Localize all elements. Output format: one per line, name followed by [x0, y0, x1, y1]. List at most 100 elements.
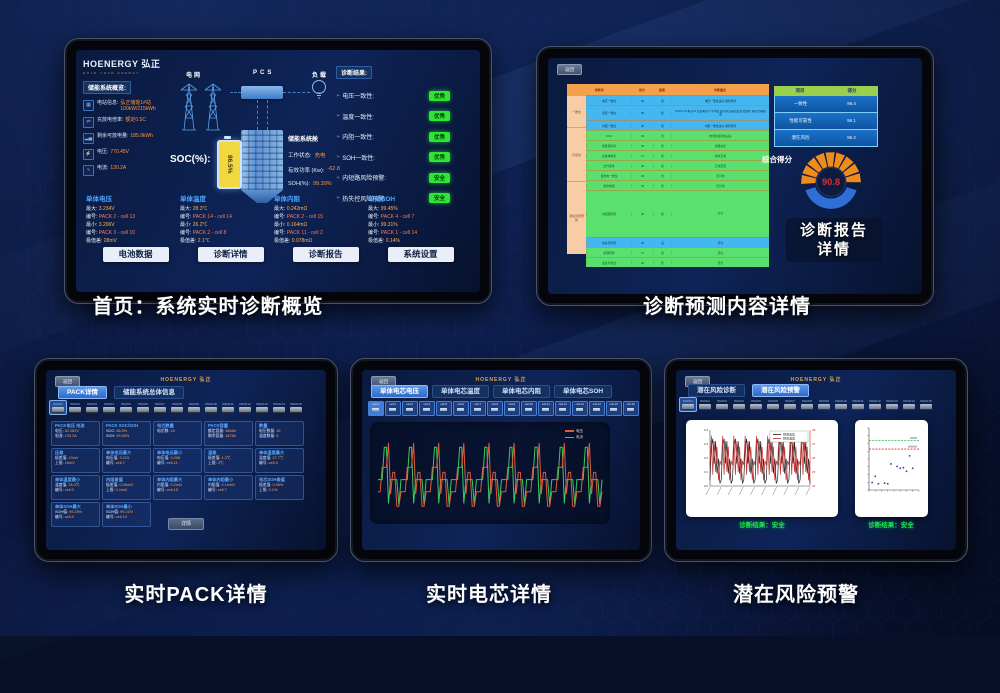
pack-button-PACK11[interactable]: PACK11: [850, 398, 866, 411]
card-title: 单体电压最小: [157, 450, 183, 455]
pack-button-PACK1[interactable]: PACK1: [679, 397, 697, 412]
card-row: 电压值: 3.223: [106, 456, 147, 461]
cell-button-cell-7[interactable]: cell-7: [470, 401, 486, 416]
cell-button-cell-5[interactable]: cell-5: [436, 401, 452, 416]
cell-button-cell-16[interactable]: cell-16: [623, 401, 639, 416]
pack-button-PACK4[interactable]: PACK4: [731, 398, 747, 411]
y-tick-right: 26: [812, 456, 816, 460]
cell-button-cell-12[interactable]: cell-12: [555, 401, 571, 416]
back-button[interactable]: 返回: [557, 64, 582, 75]
card-label: 额定容量:: [208, 429, 226, 433]
pack-icon: [716, 404, 728, 410]
cell-button-cell-8[interactable]: cell-8: [487, 401, 503, 416]
cell-label: cell-12: [558, 402, 567, 406]
risk-tab-0[interactable]: 潜在风险诊断: [688, 384, 745, 397]
pack-button-PACK1[interactable]: PACK1: [49, 400, 67, 415]
pack-button-PACK2[interactable]: PACK2: [697, 398, 713, 411]
cell-metric-tab-0[interactable]: 单体电芯电压: [371, 385, 428, 398]
pack-button-PACK14[interactable]: PACK14: [901, 398, 917, 411]
card-row: 编号: cell-11: [157, 461, 198, 466]
caption-report: 诊断预测内容详情: [643, 296, 811, 318]
gauge-ray: [815, 152, 828, 169]
cell-button-cell-14[interactable]: cell-14: [589, 401, 605, 416]
card-label: SOH值:: [55, 510, 70, 514]
transmission-tower-icon: [180, 83, 222, 131]
pack-button-PACK4[interactable]: PACK4: [101, 401, 117, 414]
cell-metric-tab-2[interactable]: 单体电芯内阻: [493, 385, 550, 398]
table-row: 容量保持率 98 优容量充足: [586, 140, 769, 150]
x-tick: [761, 486, 766, 496]
cell-button-cell-4[interactable]: cell-4: [419, 401, 435, 416]
cell-button-cell-2[interactable]: cell-2: [385, 401, 401, 416]
pack-button-PACK6[interactable]: PACK6: [765, 398, 781, 411]
card-row: 电压值: 3.208: [157, 456, 198, 461]
report-screen: 返回 诊断项 得分 结果 诊断建议 一致性 可靠性 潜在风险预警 电压一致性 96 优电压一致性良…: [548, 58, 922, 294]
cell-button-cell-13[interactable]: cell-13: [572, 401, 588, 416]
nav-button-1[interactable]: 诊断详情: [197, 247, 264, 262]
pack-button-PACK7[interactable]: PACK7: [152, 401, 168, 414]
pack-button-PACK5[interactable]: PACK5: [748, 398, 764, 411]
table-cell: 优: [653, 153, 671, 158]
score-row: 潜在风险 96.2: [774, 130, 878, 147]
detail-button[interactable]: 详情: [167, 518, 205, 530]
pack-button-PACK2[interactable]: PACK2: [67, 401, 83, 414]
card-value: 16mV: [64, 461, 75, 465]
card-label: 电压值:: [157, 456, 171, 460]
pack-button-PACK9[interactable]: PACK9: [816, 398, 832, 411]
cell-metric-tab-3[interactable]: 单体电芯SOH: [554, 385, 613, 398]
y-tick-right: 28: [812, 428, 816, 432]
pack-button-PACK3[interactable]: PACK3: [714, 398, 730, 411]
pcs-label: PCS: [253, 70, 275, 76]
pack-button-PACK3[interactable]: PACK3: [84, 401, 100, 414]
pack-button-PACK13[interactable]: PACK13: [254, 401, 270, 414]
cell-button-cell-11[interactable]: cell-11: [538, 401, 554, 416]
diagnosis-label: 内阻一致性:: [342, 135, 374, 141]
cell-metric-tab-1[interactable]: 单体电芯温度: [432, 385, 489, 398]
pack-button-PACK5[interactable]: PACK5: [118, 401, 134, 414]
pack-tab-0[interactable]: PACK详情: [58, 386, 107, 399]
report-detail-cta[interactable]: 诊断报告 详情: [786, 218, 882, 262]
stat-label: 最小:: [274, 222, 287, 228]
pack-tab-1[interactable]: 储能系统总体信息: [113, 386, 184, 399]
card-row: 温度值: 27.7℃: [259, 456, 300, 461]
stat-row: 最大: 3.234V: [86, 205, 180, 213]
cell-button-cell-15[interactable]: cell-15: [606, 401, 622, 416]
pack-selector-row: PACK1 PACK2 PACK3 PACK4 PACK5 PACK6 PACK7 PACK8…: [49, 400, 304, 415]
pack-button-PACK6[interactable]: PACK6: [135, 401, 151, 414]
nav-button-0[interactable]: 电池数据: [102, 247, 169, 262]
table-cell: 安全: [671, 240, 769, 245]
nav-button-3[interactable]: 系统设置: [387, 247, 454, 262]
stat-row: 最小: 99.31%: [368, 221, 462, 229]
pack-button-PACK15[interactable]: PACK15: [288, 401, 304, 414]
pack-button-PACK14[interactable]: PACK14: [271, 401, 287, 414]
brand-tagline: HOLD YOUR ENERGY: [83, 71, 140, 75]
risk-tab-1[interactable]: 潜在风险预警: [752, 384, 809, 397]
pack-button-PACK10[interactable]: PACK10: [833, 398, 849, 411]
cell-button-cell-3[interactable]: cell-3: [402, 401, 418, 416]
cell-button-cell-9[interactable]: cell-9: [504, 401, 520, 416]
y-tick: 3.2: [704, 456, 709, 460]
cell-button-cell-6[interactable]: cell-6: [453, 401, 469, 416]
table-cell: 温升速率: [586, 163, 631, 168]
pack-button-PACK11[interactable]: PACK11: [220, 401, 236, 414]
pack-button-PACK7[interactable]: PACK7: [782, 398, 798, 411]
table-cell: 电压一致性: [586, 98, 631, 103]
pack-button-PACK10[interactable]: PACK10: [203, 401, 219, 414]
pack-label: PACK1: [683, 399, 693, 403]
card-value: 99.28%: [69, 510, 83, 514]
card-value: cell-7: [115, 461, 125, 465]
pack-button-PACK9[interactable]: PACK9: [186, 401, 202, 414]
pack-button-PACK15[interactable]: PACK15: [918, 398, 934, 411]
pack-button-PACK12[interactable]: PACK12: [237, 401, 253, 414]
pack-button-PACK8[interactable]: PACK8: [799, 398, 815, 411]
nav-button-2[interactable]: 诊断报告: [292, 247, 359, 262]
table-cell: 连接可靠性: [586, 260, 631, 265]
pack-button-PACK12[interactable]: PACK12: [867, 398, 883, 411]
cell-button-cell-10[interactable]: cell-10: [521, 401, 537, 416]
pack-button-PACK13[interactable]: PACK13: [884, 398, 900, 411]
card-title: 内阻差值: [106, 477, 123, 482]
pack-button-PACK8[interactable]: PACK8: [169, 401, 185, 414]
status-badge: 安全: [428, 193, 450, 203]
scatter-point: [908, 455, 911, 457]
cell-button-cell-1[interactable]: cell-1: [368, 401, 384, 416]
